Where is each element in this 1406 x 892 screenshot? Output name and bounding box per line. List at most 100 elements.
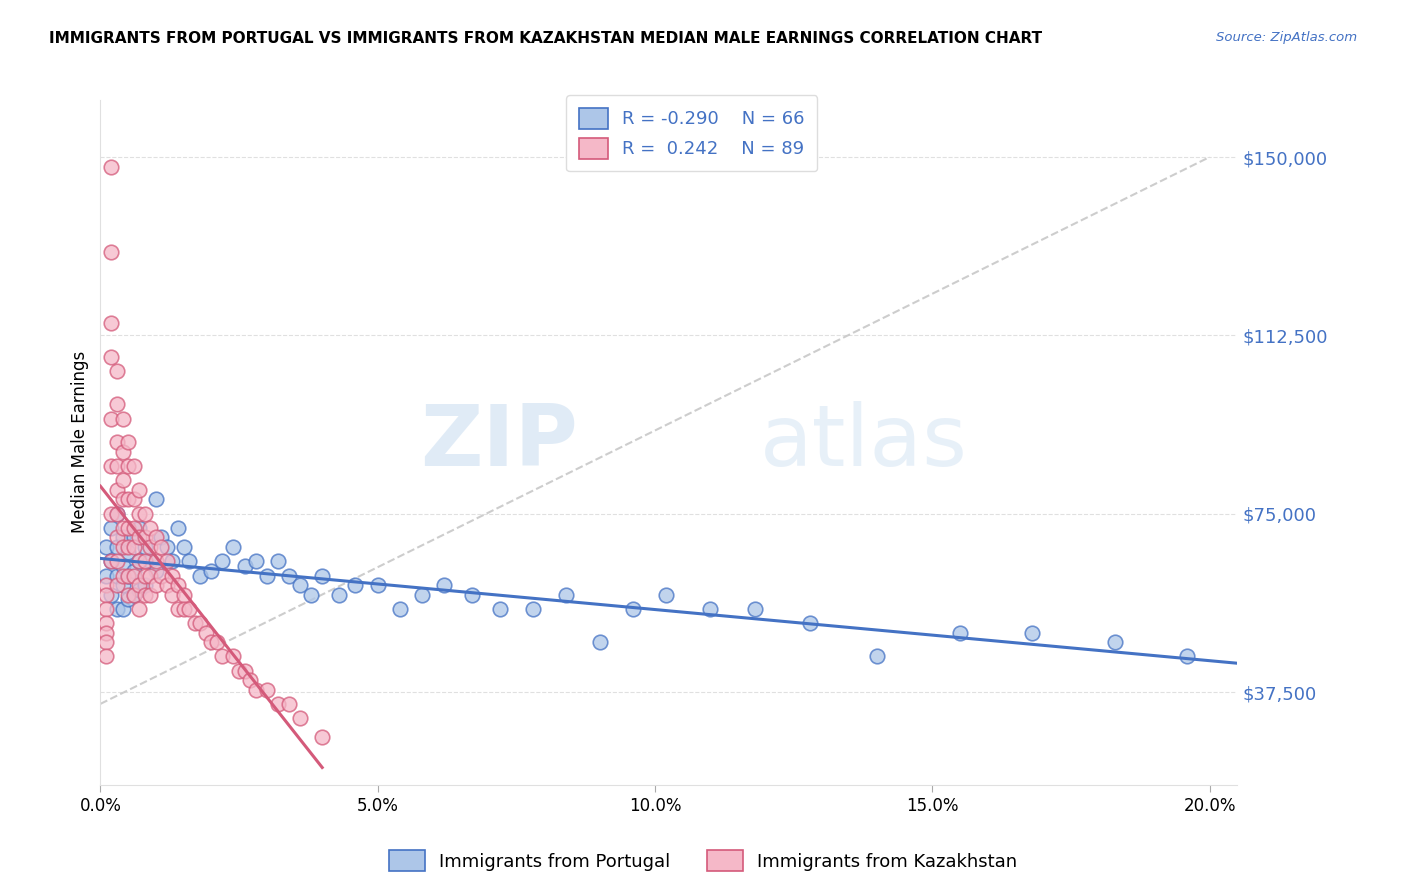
Point xyxy=(288,711,311,725)
Point xyxy=(256,682,278,697)
Text: Source: ZipAtlas.com: Source: ZipAtlas.com xyxy=(1216,31,1357,45)
Point xyxy=(128,554,150,568)
Legend: Immigrants from Portugal, Immigrants from Kazakhstan: Immigrants from Portugal, Immigrants fro… xyxy=(381,843,1025,879)
Point xyxy=(799,616,821,631)
Point xyxy=(134,554,156,568)
Point xyxy=(233,664,256,678)
Point xyxy=(277,568,299,582)
Text: atlas: atlas xyxy=(759,401,967,483)
Point xyxy=(111,559,134,574)
Point xyxy=(655,588,678,602)
Point xyxy=(100,521,122,535)
Point xyxy=(461,588,484,602)
Point xyxy=(139,568,162,582)
Point xyxy=(128,578,150,592)
Point xyxy=(949,625,972,640)
Point xyxy=(111,474,134,488)
Point xyxy=(173,588,195,602)
Point xyxy=(122,564,145,578)
Point xyxy=(105,578,128,592)
Point xyxy=(100,588,122,602)
Point xyxy=(245,682,267,697)
Point xyxy=(111,445,134,459)
Legend: R = -0.290    N = 66, R =  0.242    N = 89: R = -0.290 N = 66, R = 0.242 N = 89 xyxy=(567,95,817,171)
Point xyxy=(267,554,290,568)
Point xyxy=(167,521,190,535)
Point xyxy=(555,588,578,602)
Point xyxy=(100,507,122,521)
Point xyxy=(134,568,156,582)
Point xyxy=(105,364,128,378)
Point xyxy=(156,554,179,568)
Point xyxy=(139,540,162,554)
Point xyxy=(105,507,128,521)
Point xyxy=(145,554,167,568)
Point xyxy=(233,559,256,574)
Point xyxy=(117,568,139,582)
Point xyxy=(744,602,766,616)
Point xyxy=(177,554,200,568)
Point xyxy=(162,554,184,568)
Y-axis label: Median Male Earnings: Median Male Earnings xyxy=(72,351,89,533)
Point xyxy=(94,649,117,664)
Point xyxy=(150,568,173,582)
Point xyxy=(621,602,644,616)
Point xyxy=(1021,625,1043,640)
Point xyxy=(200,564,222,578)
Point xyxy=(211,649,233,664)
Point xyxy=(228,664,250,678)
Point xyxy=(367,578,389,592)
Point xyxy=(194,625,217,640)
Point xyxy=(488,602,510,616)
Point xyxy=(105,435,128,450)
Point xyxy=(311,730,333,744)
Point xyxy=(239,673,262,687)
Point xyxy=(222,540,245,554)
Point xyxy=(94,568,117,582)
Point xyxy=(150,531,173,545)
Point xyxy=(139,588,162,602)
Point xyxy=(94,588,117,602)
Point xyxy=(94,540,117,554)
Point xyxy=(211,554,233,568)
Point xyxy=(111,568,134,582)
Point xyxy=(105,507,128,521)
Point xyxy=(94,625,117,640)
Point xyxy=(100,554,122,568)
Point xyxy=(522,602,544,616)
Point xyxy=(100,411,122,425)
Point xyxy=(117,435,139,450)
Point xyxy=(200,635,222,649)
Point xyxy=(311,568,333,582)
Point xyxy=(167,602,190,616)
Point xyxy=(117,459,139,474)
Point xyxy=(288,578,311,592)
Point xyxy=(267,697,290,711)
Point xyxy=(128,507,150,521)
Point xyxy=(128,483,150,497)
Point xyxy=(105,602,128,616)
Point xyxy=(117,492,139,507)
Point xyxy=(433,578,456,592)
Point xyxy=(588,635,610,649)
Text: ZIP: ZIP xyxy=(420,401,578,483)
Point xyxy=(134,540,156,554)
Point xyxy=(117,540,139,554)
Point xyxy=(117,568,139,582)
Point xyxy=(277,697,299,711)
Point xyxy=(122,531,145,545)
Point xyxy=(111,411,134,425)
Point xyxy=(173,602,195,616)
Point xyxy=(145,564,167,578)
Point xyxy=(100,317,122,331)
Point xyxy=(188,568,211,582)
Point xyxy=(94,635,117,649)
Point xyxy=(222,649,245,664)
Point xyxy=(105,540,128,554)
Point xyxy=(173,540,195,554)
Point xyxy=(111,492,134,507)
Point xyxy=(156,540,179,554)
Point xyxy=(128,554,150,568)
Point xyxy=(128,531,150,545)
Point xyxy=(134,588,156,602)
